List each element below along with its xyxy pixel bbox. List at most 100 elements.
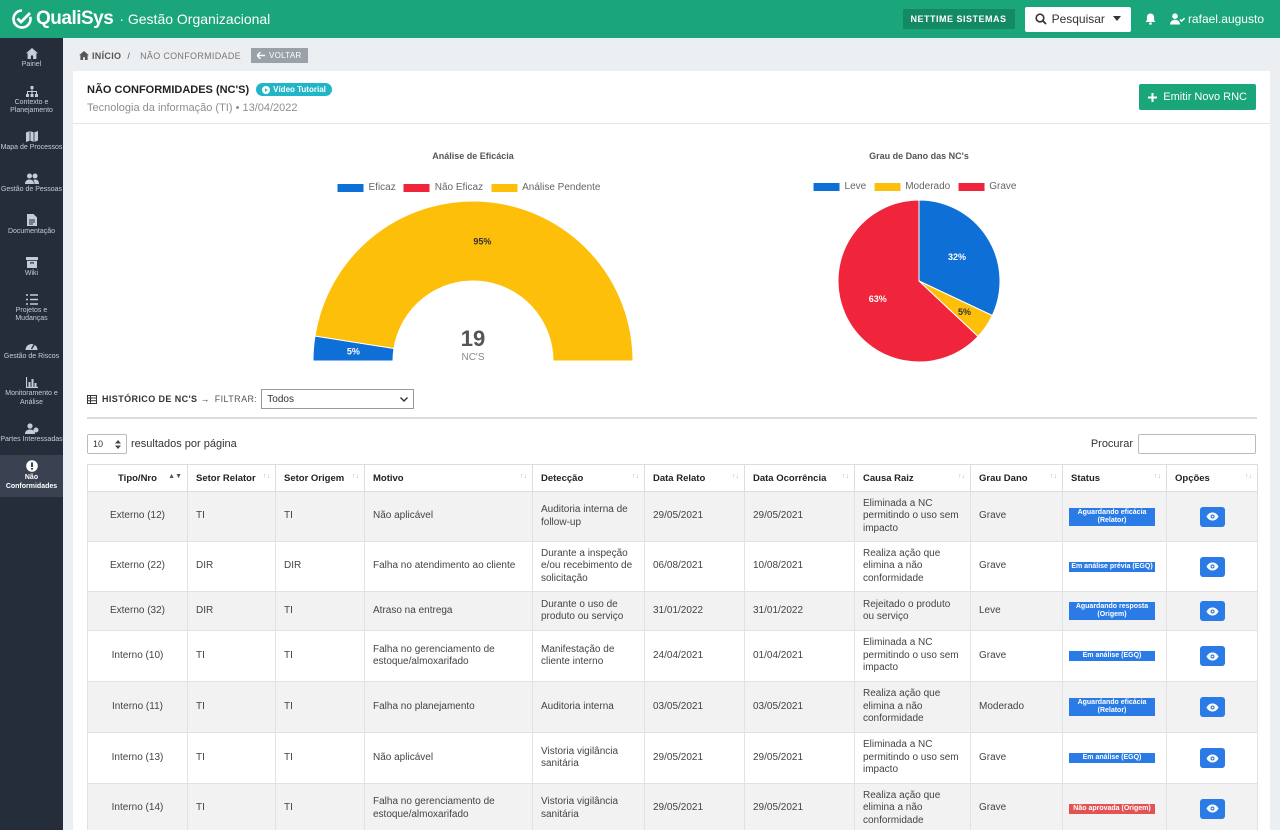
filter-select[interactable]: Todos: [261, 389, 415, 409]
sidebar-item-projetos[interactable]: Projetos e Mudanças: [0, 288, 63, 330]
column-header[interactable]: Detecção ↑↓: [532, 464, 645, 492]
column-header[interactable]: Causa Raiz ↑↓: [854, 464, 971, 492]
view-button[interactable]: [1199, 601, 1225, 621]
sidebar-item-wiki[interactable]: Wiki: [0, 246, 63, 288]
cell-deteccao: Vistoria vigilância sanitária: [532, 732, 645, 784]
sidebar-item-documentacao[interactable]: Documentação: [0, 205, 63, 247]
cell-causa: Rejeitado o produto ou serviço: [854, 591, 971, 631]
view-button[interactable]: [1199, 646, 1225, 666]
legend-item[interactable]: Moderado: [874, 181, 950, 192]
cell-relator: TI: [187, 732, 276, 784]
notifications-button[interactable]: [1145, 13, 1156, 25]
legend-item[interactable]: Leve: [813, 181, 866, 192]
cell-tipo: Externo (22): [87, 541, 188, 592]
breadcrumb-home[interactable]: INÍCIO: [92, 50, 122, 61]
sidebar-item-contexto[interactable]: Contexto e Planejamento: [0, 80, 63, 122]
view-button[interactable]: [1199, 798, 1225, 819]
cell-data-ocorrencia: 03/05/2021: [744, 681, 855, 733]
users-icon: [24, 173, 39, 185]
legend-item[interactable]: Não Eficaz: [403, 182, 484, 193]
table-icon: [87, 394, 97, 404]
table-row: Externo (12) TI TI Não aplicável Auditoria i…: [87, 491, 1258, 542]
donut-slice[interactable]: [314, 200, 634, 362]
legend-item[interactable]: Eficaz: [337, 182, 396, 193]
slice-label: 5%: [347, 347, 360, 357]
view-button[interactable]: [1199, 506, 1225, 527]
page-title: NÃO CONFORMIDADES (NC'S) Vídeo Tutorial: [87, 83, 332, 96]
user-menu[interactable]: rafael.augusto: [1169, 12, 1264, 26]
column-header[interactable]: Setor Relator ↑↓: [187, 464, 276, 492]
cell-relator: DIR: [187, 591, 276, 631]
back-button-label: VOLTAR: [268, 51, 302, 60]
organization-button[interactable]: NETTIME SISTEMAS: [902, 9, 1015, 29]
cell-data-ocorrencia: 29/05/2021: [744, 491, 855, 542]
app-subtitle: · Gestão Organizacional: [119, 11, 271, 27]
filter-value: Todos: [267, 393, 294, 405]
table-search-input[interactable]: [1138, 434, 1256, 454]
cell-relator: TI: [187, 630, 276, 682]
sidebar-item-riscos[interactable]: Gestão de Riscos: [0, 330, 63, 372]
eye-icon: [1206, 703, 1218, 711]
cell-grau: Grave: [970, 783, 1063, 830]
cell-data-relato: 24/04/2021: [644, 630, 745, 682]
view-button[interactable]: [1199, 748, 1225, 768]
eye-icon: [1206, 652, 1218, 660]
center-label: NC'S: [461, 352, 485, 363]
sidebar-item-mapa[interactable]: Mapa de Processos: [0, 121, 63, 163]
cell-relator: TI: [187, 491, 276, 542]
legend-item[interactable]: Grave: [958, 181, 1016, 192]
slice-label: 95%: [473, 236, 491, 246]
legend-item[interactable]: Análise Pendente: [491, 182, 601, 193]
sidebar-item-pessoas[interactable]: Gestão de Pessoas: [0, 163, 63, 205]
column-header[interactable]: Data Relato ↑↓: [644, 464, 745, 492]
column-header[interactable]: Grau Dano ↑↓: [970, 464, 1063, 492]
column-header[interactable]: Data Ocorrência ↑↓: [744, 464, 855, 492]
view-button[interactable]: [1199, 697, 1225, 717]
sort-icon: ↑↓: [263, 473, 270, 480]
video-tutorial-badge[interactable]: Vídeo Tutorial: [256, 83, 332, 96]
main-card: NÃO CONFORMIDADES (NC'S) Vídeo Tutorial …: [73, 71, 1270, 830]
status-badge: Em análise prévia (EGQ): [1069, 561, 1155, 572]
cell-deteccao: Auditoria interna: [532, 681, 645, 733]
legend-swatch: [958, 182, 985, 191]
cell-status: Aguardando resposta (Origem): [1062, 591, 1167, 631]
column-header-label: Tipo/Nro: [118, 472, 157, 484]
view-button[interactable]: [1199, 556, 1225, 577]
cell-origem: TI: [275, 591, 365, 631]
column-header-label: Data Relato: [653, 472, 706, 484]
cell-deteccao: Auditoria interna de follow-up: [532, 491, 645, 542]
column-header-label: Setor Origem: [284, 472, 345, 484]
cell-options: [1166, 541, 1258, 592]
column-header-label: Motivo: [373, 472, 404, 484]
pie-slice[interactable]: [918, 199, 1001, 317]
cell-grau: Grave: [970, 541, 1063, 592]
page-length-select[interactable]: 10: [87, 434, 127, 454]
sidebar-item-nao-conformidades[interactable]: Não Conformidades: [0, 454, 63, 497]
cell-origem: TI: [275, 732, 365, 784]
cell-options: [1166, 681, 1258, 733]
sidebar-item-monitoramento[interactable]: Monitoramento e Análise: [0, 372, 63, 414]
column-header-label: Setor Relator: [196, 472, 256, 484]
legend-swatch: [813, 182, 840, 191]
cell-status: Em análise prévia (EGQ): [1062, 541, 1167, 592]
search-dropdown-button[interactable]: Pesquisar: [1024, 6, 1131, 32]
column-header[interactable]: Setor Origem ↑↓: [275, 464, 365, 492]
cell-motivo: Não aplicável: [364, 732, 533, 784]
emit-rnc-button[interactable]: Emitir Novo RNC: [1139, 84, 1256, 110]
column-header[interactable]: Motivo ↑↓: [364, 464, 533, 492]
slice-label: 63%: [869, 294, 887, 304]
sidebar-item-partes[interactable]: Partes Interessadas: [0, 413, 63, 455]
home-icon: [79, 51, 89, 60]
back-button[interactable]: VOLTAR: [250, 48, 308, 63]
cell-data-relato: 29/05/2021: [644, 491, 745, 542]
chart-title-eficacia: Análise de Eficácia: [432, 151, 514, 161]
legend-label: Não Eficaz: [434, 182, 484, 193]
table-row: Interno (11) TI TI Falha no planejamento Aud…: [87, 681, 1258, 733]
cell-data-ocorrencia: 29/05/2021: [744, 783, 855, 830]
column-header[interactable]: Opções ↑↓: [1166, 464, 1258, 492]
brand[interactable]: QualiSys · Gestão Organizacional: [0, 0, 270, 38]
column-header[interactable]: Tipo/Nro ▲▼: [87, 464, 188, 492]
pie-slice[interactable]: [837, 199, 979, 363]
column-header[interactable]: Status ↑↓: [1062, 464, 1167, 492]
sidebar-item-painel[interactable]: Painel: [0, 38, 63, 80]
